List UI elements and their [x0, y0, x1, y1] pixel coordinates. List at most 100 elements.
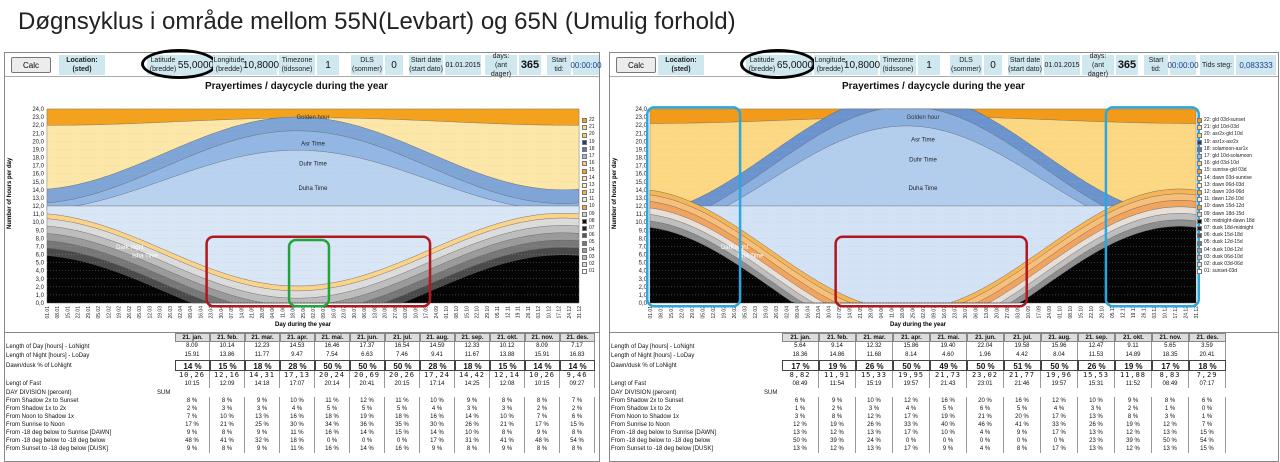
legend-swatch: [1197, 269, 1202, 275]
legend-label: 03: [589, 253, 595, 260]
legend-label: 13: [589, 181, 595, 188]
table-cell: 10.14: [210, 342, 245, 351]
data-table: 21. jan. 21. feb. 21. mar. 21. apr. 21. mai.…: [5, 333, 599, 461]
legend-label: 13: dawn 06d-03d: [1204, 181, 1245, 188]
legend-swatch: [582, 226, 587, 232]
table-cell: 17 %: [782, 360, 819, 371]
y-tick-label: 7,0: [36, 244, 45, 250]
legend-item: 18: [582, 146, 595, 153]
start-tid-field[interactable]: 00:00:00: [570, 55, 602, 75]
legend-item: 03: dusk 06d-10d: [1197, 254, 1255, 261]
dls-field[interactable]: 0: [984, 55, 1002, 75]
table-cell: 6 %: [560, 413, 595, 421]
location-label: Location: (sted): [658, 55, 704, 75]
start-date-field[interactable]: 01.01.2015: [445, 55, 481, 75]
table-cell: 0 %: [385, 437, 420, 445]
table-cell: 12 %: [819, 429, 856, 437]
calc-button[interactable]: Calc: [616, 57, 656, 73]
table-cell: 8 %: [1004, 445, 1041, 453]
table-row: 21. jan. 21. feb. 21. mar. 21. apr. 21. mai.…: [610, 333, 1278, 342]
table-cell: 15.96: [1041, 342, 1078, 351]
table-cell: 48 %: [525, 437, 560, 445]
table-cell: 4 %: [967, 445, 1004, 453]
x-tick-label: 26.03: [168, 306, 174, 319]
legend-item: 15: sunrise-gld 03d: [1197, 167, 1255, 174]
table-cell: 12 %: [1115, 445, 1152, 453]
y-tick-label: 17,0: [635, 164, 647, 170]
start-date-field[interactable]: 01.01.2015: [1044, 55, 1080, 75]
table-cell: 16 %: [930, 397, 967, 405]
table-cell: 16.46: [315, 342, 350, 351]
table-cell: 19:57: [893, 380, 930, 388]
table-cell: 4 %: [420, 405, 455, 413]
x-tick-label: 06.08: [974, 306, 980, 319]
table-cell: 17 %: [420, 437, 455, 445]
table-cell: 0 %: [893, 437, 930, 445]
legend-item: 19: asr1x-asr2x: [1197, 139, 1255, 146]
y-tick-label: 0,0: [36, 301, 45, 307]
table-cell: 21. apr.: [893, 333, 930, 342]
legend-item: 09: dawn 18d-15d: [1197, 211, 1255, 218]
y-tick-label: 16,0: [635, 172, 647, 178]
longitude-field[interactable]: 10,8000: [844, 55, 880, 75]
table-cell: 5.64: [782, 342, 819, 351]
table-cell: 2 %: [525, 405, 560, 413]
x-tick-label: 19.11: [516, 306, 522, 318]
table-cell: 12:08: [490, 380, 525, 388]
legend-swatch: [582, 161, 587, 167]
x-tick-label: 25.06: [911, 306, 917, 319]
dls-field[interactable]: 0: [385, 55, 403, 75]
table-cell: 19 %: [350, 413, 385, 421]
table-cell: 13 %: [245, 413, 280, 421]
x-tick-label: 09.04: [188, 306, 194, 319]
table-cell: 14 %: [350, 445, 385, 453]
legend-swatch: [582, 182, 587, 188]
legend-label: 14: dawn 03d-sunrise: [1204, 174, 1252, 181]
table-cell: 50 %: [385, 360, 420, 371]
days-field[interactable]: 365: [1116, 55, 1138, 75]
table-cell: 9 %: [175, 445, 210, 453]
timezone-field[interactable]: 1: [317, 55, 339, 75]
y-tick-label: 19,0: [635, 147, 647, 153]
table-cell: 17 %: [1041, 429, 1078, 437]
table-cell: 12 %: [1115, 429, 1152, 437]
legend-item: 16: [582, 160, 595, 167]
table-cell: 50 %: [967, 360, 1004, 371]
timezone-label: Timezone (tidssone): [880, 55, 916, 75]
table-cell: 17 %: [1041, 413, 1078, 421]
table-cell: 8 %: [560, 429, 595, 437]
row-label: Length of Day [hours] - LoNight: [6, 343, 90, 350]
x-tick-label: 29.10: [485, 306, 491, 319]
table-cell: 6.63: [350, 351, 385, 360]
table-cell: 10 %: [210, 413, 245, 421]
legend-swatch: [1197, 247, 1202, 253]
table-cell: 13 %: [782, 445, 819, 453]
table-cell: 5 %: [930, 405, 967, 413]
timezone-field[interactable]: 1: [918, 55, 940, 75]
legend-swatch: [582, 139, 587, 145]
table-cell: 18 %: [455, 360, 490, 371]
legend-label: 03: dusk 06d-10d: [1204, 253, 1243, 260]
table-cell: 30 %: [280, 421, 315, 429]
start-tid-field[interactable]: 00:00:00: [1167, 55, 1199, 75]
start-tid-label: Start tid:: [1144, 55, 1168, 75]
legend-label: 11: dawn 12d-10d: [1204, 196, 1244, 203]
tids-steg-field[interactable]: 0,083333: [1236, 55, 1276, 75]
table-cell: 21. des.: [560, 333, 595, 342]
table-cell: 21 %: [210, 421, 245, 429]
legend-label: 07: dusk 18d-midnight: [1204, 225, 1254, 232]
x-tick-label: 02.07: [921, 306, 927, 319]
legend-label: 09: dawn 18d-15d: [1204, 210, 1245, 217]
longitude-field[interactable]: 10,8000: [243, 55, 279, 75]
table-cell: 21. mar.: [856, 333, 893, 342]
start-date-label: Start date (start dato): [409, 55, 443, 75]
table-row: 10,26 12,16 14,31 17,13 20,24 20,69 20,26 17,24…: [5, 371, 599, 380]
y-tick-label: 13,0: [635, 196, 647, 202]
calc-button[interactable]: Calc: [11, 57, 51, 73]
days-field[interactable]: 365: [519, 55, 541, 75]
table-cell: 34 %: [315, 421, 350, 429]
table-cell: 3 %: [1152, 413, 1189, 421]
y-tick-label: 23,0: [32, 115, 44, 121]
table-cell: 10,26: [175, 371, 210, 380]
legend-swatch: [1197, 262, 1202, 268]
